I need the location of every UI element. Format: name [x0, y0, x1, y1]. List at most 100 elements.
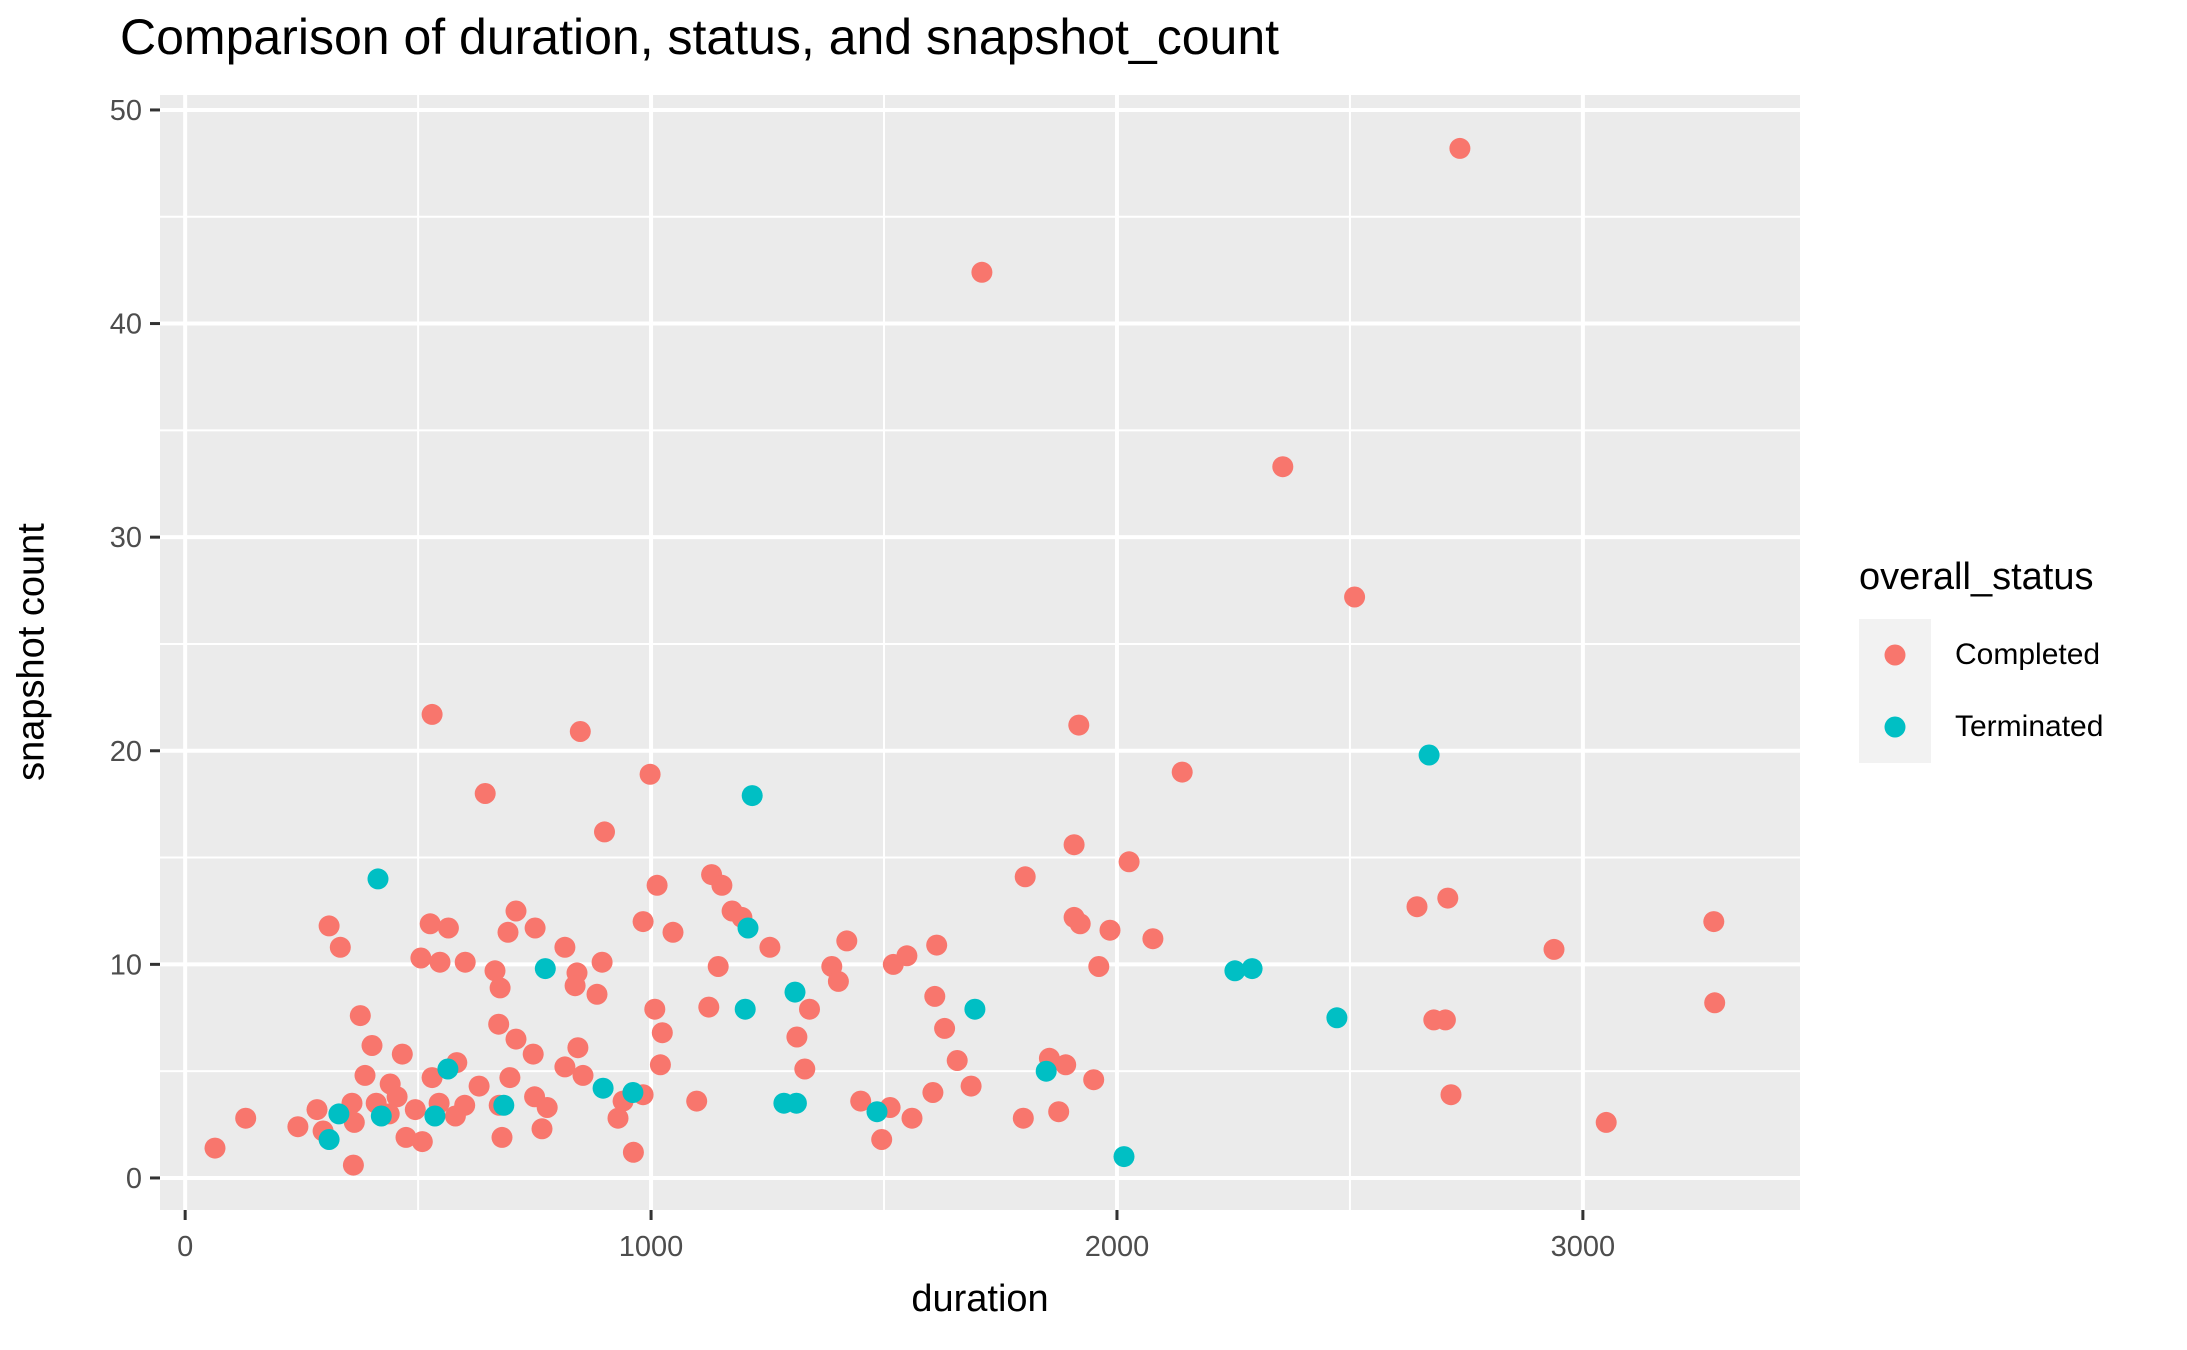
scatter-point-completed	[707, 956, 729, 977]
scatter-point-completed	[649, 1054, 671, 1076]
scatter-point-completed	[786, 1026, 808, 1048]
legend: overall_status Completed Terminated	[1859, 556, 2103, 763]
scatter-point-completed	[1440, 1084, 1462, 1106]
legend-key-terminated	[1859, 691, 1931, 763]
scatter-point-terminated	[493, 1094, 515, 1116]
scatter-point-completed	[1437, 887, 1459, 909]
scatter-point-completed	[488, 1013, 510, 1035]
scatter-point-completed	[1083, 1069, 1105, 1091]
scatter-point-completed	[1434, 1009, 1456, 1031]
scatter-point-completed	[474, 783, 496, 804]
scatter-point-completed	[622, 1141, 644, 1163]
scatter-point-completed	[646, 874, 668, 896]
scatter-point-completed	[354, 1064, 376, 1086]
y-tick-label: 30	[110, 522, 142, 554]
panel-contents	[160, 95, 1800, 1210]
scatter-point-terminated	[964, 998, 986, 1020]
scatter-point-completed	[395, 1126, 417, 1148]
scatter-point-completed	[411, 1131, 433, 1153]
scatter-point-completed	[1703, 911, 1725, 933]
scatter-point-completed	[901, 1107, 923, 1129]
x-tick-label: 0	[177, 1231, 193, 1263]
scatter-point-completed	[386, 1086, 408, 1108]
scatter-point-completed	[484, 960, 506, 982]
scatter-point-completed	[419, 913, 441, 935]
scatter-point-completed	[421, 1067, 443, 1089]
scatter-point-terminated	[437, 1058, 459, 1080]
scatter-point-completed	[926, 934, 948, 956]
scatter-point-completed	[1406, 896, 1428, 918]
scatter-point-completed	[522, 1043, 544, 1065]
scatter-point-terminated	[1241, 958, 1263, 980]
scatter-point-completed	[343, 1111, 365, 1133]
scatter-point-completed	[1142, 928, 1164, 950]
scatter-point-completed	[1118, 851, 1140, 873]
legend-key-completed	[1859, 619, 1931, 691]
scatter-point-completed	[1014, 866, 1036, 888]
scatter-point-completed	[564, 975, 586, 997]
scatter-point-completed	[404, 1099, 426, 1121]
scatter-point-completed	[1704, 992, 1726, 1014]
scatter-point-completed	[421, 703, 443, 725]
scatter-point-completed	[349, 1005, 371, 1027]
scatter-point-completed	[429, 951, 451, 973]
scatter-point-completed	[567, 1037, 589, 1059]
scatter-point-terminated	[785, 1092, 807, 1114]
scatter-point-completed	[410, 947, 432, 969]
scatter-point-completed	[287, 1116, 309, 1138]
scatter-point-completed	[644, 998, 666, 1020]
legend-item-terminated: Terminated	[1859, 691, 2103, 763]
scatter-point-completed	[204, 1137, 226, 1159]
scatter-point-terminated	[1418, 744, 1440, 766]
scatter-point-completed	[489, 977, 511, 999]
scatter-point-completed	[235, 1107, 257, 1129]
completed-point-icon	[1884, 644, 1906, 666]
scatter-point-terminated	[318, 1129, 340, 1150]
scatter-point-completed	[1068, 714, 1090, 736]
y-tick-label: 40	[110, 309, 142, 341]
scatter-point-completed	[960, 1075, 982, 1097]
scatter-point-completed	[836, 930, 858, 952]
scatter-point-completed	[306, 1099, 328, 1121]
scatter-point-completed	[554, 936, 576, 958]
scatter-point-terminated	[370, 1105, 392, 1127]
y-tick-label: 20	[110, 736, 142, 768]
legend-title: overall_status	[1859, 556, 2094, 598]
legend-label-terminated: Terminated	[1955, 710, 2104, 743]
y-axis-title: snapshot count	[10, 523, 53, 781]
scatter-point-terminated	[328, 1103, 350, 1125]
scatter-point-completed	[594, 821, 615, 843]
scatter-point-terminated	[741, 785, 763, 807]
x-tick-label: 2000	[1085, 1231, 1150, 1263]
scatter-point-completed	[499, 1067, 521, 1089]
scatter-point-completed	[391, 1043, 413, 1065]
scatter-point-completed	[536, 1097, 558, 1118]
scatter-point-terminated	[1326, 1007, 1348, 1029]
scatter-point-completed	[711, 874, 733, 896]
scatter-point-completed	[586, 983, 608, 1005]
scatter-point-completed	[759, 936, 781, 958]
scatter-point-terminated	[622, 1082, 644, 1103]
scatter-point-completed	[871, 1129, 893, 1150]
scatter-point-completed	[922, 1082, 944, 1103]
scatter-point-completed	[318, 915, 340, 937]
scatter-point-completed	[686, 1090, 708, 1112]
scatter-point-completed	[934, 1017, 956, 1039]
chart-title: Comparison of duration, status, and snap…	[120, 9, 1280, 65]
scatter-point-completed	[444, 1105, 466, 1127]
scatter-point-terminated	[424, 1105, 446, 1127]
scatter-point-completed	[1543, 938, 1565, 960]
scatter-point-completed	[882, 953, 904, 975]
scatter-point-completed	[468, 1075, 490, 1097]
scatter-point-completed	[1449, 137, 1471, 159]
scatter-point-completed	[662, 921, 684, 943]
scatter-point-terminated	[866, 1101, 888, 1123]
legend-label-completed: Completed	[1955, 638, 2101, 671]
scatter-point-completed	[572, 1064, 594, 1086]
scatter-point-completed	[1344, 586, 1366, 608]
terminated-point-icon	[1884, 716, 1906, 738]
scatter-point-terminated	[1035, 1060, 1057, 1082]
scatter-point-completed	[1012, 1107, 1034, 1129]
scatter-point-completed	[591, 951, 613, 973]
